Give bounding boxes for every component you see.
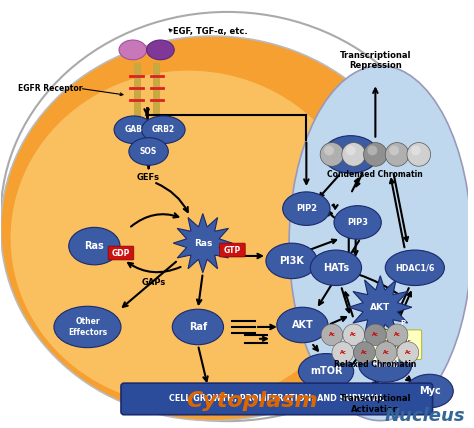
Ellipse shape: [69, 227, 120, 265]
Text: Transcriptional
Repression: Transcriptional Repression: [340, 51, 411, 71]
Text: P: P: [401, 320, 406, 326]
Polygon shape: [173, 214, 232, 273]
Text: Other
Effectors: Other Effectors: [68, 317, 107, 337]
Text: Ac: Ac: [372, 333, 379, 337]
Text: PIP2: PIP2: [296, 204, 317, 213]
FancyBboxPatch shape: [366, 330, 422, 360]
Text: PIP3: PIP3: [347, 218, 368, 227]
Ellipse shape: [119, 40, 146, 60]
Circle shape: [397, 342, 419, 363]
FancyBboxPatch shape: [121, 383, 433, 415]
Text: HATs: HATs: [323, 263, 349, 273]
Text: Angiogenic
States: Angiogenic States: [377, 339, 411, 350]
Circle shape: [367, 146, 377, 155]
Ellipse shape: [146, 40, 174, 60]
Circle shape: [389, 146, 399, 155]
Text: GEFs: GEFs: [137, 172, 160, 181]
Ellipse shape: [266, 243, 317, 279]
Text: Ras: Ras: [194, 239, 212, 248]
Text: Ras: Ras: [84, 241, 104, 251]
Circle shape: [407, 143, 430, 166]
Text: AKT: AKT: [370, 303, 391, 312]
Circle shape: [411, 146, 421, 155]
Ellipse shape: [310, 250, 362, 285]
Text: GDP: GDP: [112, 249, 130, 258]
Text: GRB2: GRB2: [152, 125, 175, 134]
Text: mTOR: mTOR: [310, 366, 342, 376]
Text: Ac: Ac: [361, 350, 368, 355]
Ellipse shape: [334, 206, 381, 239]
Circle shape: [342, 143, 365, 166]
Circle shape: [375, 342, 397, 363]
Text: AKT: AKT: [292, 320, 313, 330]
Text: Ac: Ac: [394, 333, 401, 337]
Ellipse shape: [406, 374, 453, 408]
Ellipse shape: [359, 347, 412, 382]
Text: RhoB: RhoB: [371, 360, 400, 369]
Text: EGF, TGF-α, etc.: EGF, TGF-α, etc.: [173, 27, 248, 36]
Text: Raf: Raf: [189, 322, 207, 332]
Ellipse shape: [142, 116, 185, 143]
Text: Ac: Ac: [383, 350, 390, 355]
FancyBboxPatch shape: [108, 246, 134, 260]
Polygon shape: [349, 276, 412, 339]
Circle shape: [364, 143, 387, 166]
Text: Ac: Ac: [405, 350, 411, 355]
Ellipse shape: [323, 136, 378, 173]
Text: Myc: Myc: [419, 386, 440, 396]
Text: Ac: Ac: [350, 333, 357, 337]
FancyBboxPatch shape: [219, 243, 245, 257]
Circle shape: [332, 342, 354, 363]
Text: HDAC1/6: HDAC1/6: [395, 263, 435, 272]
Ellipse shape: [54, 306, 121, 348]
Circle shape: [386, 324, 408, 346]
Circle shape: [320, 143, 344, 166]
Circle shape: [346, 146, 356, 155]
Ellipse shape: [289, 65, 472, 421]
Text: SOS: SOS: [140, 147, 157, 156]
Text: PI3K: PI3K: [279, 256, 304, 266]
Circle shape: [343, 324, 365, 346]
Circle shape: [324, 146, 334, 155]
Text: GAB: GAB: [125, 125, 143, 134]
Ellipse shape: [172, 309, 224, 345]
Circle shape: [385, 143, 409, 166]
Text: EGFR Receptor: EGFR Receptor: [18, 84, 83, 93]
Circle shape: [365, 324, 386, 346]
Ellipse shape: [277, 307, 328, 343]
Ellipse shape: [283, 192, 330, 226]
Text: Transcriptional
Activation: Transcriptional Activation: [340, 394, 411, 413]
Text: CELL GROWTH, PROLIFERATION, AND SURVIVAL: CELL GROWTH, PROLIFERATION, AND SURVIVAL: [169, 395, 384, 404]
Ellipse shape: [114, 116, 154, 143]
Ellipse shape: [299, 354, 354, 389]
Circle shape: [321, 324, 343, 346]
Text: GTP: GTP: [224, 246, 241, 255]
Text: Condensed Chromatin: Condensed Chromatin: [328, 169, 423, 178]
Ellipse shape: [0, 12, 454, 421]
Text: GAPs: GAPs: [141, 278, 165, 287]
Ellipse shape: [385, 250, 445, 285]
Ellipse shape: [129, 138, 168, 165]
Text: PTEN: PTEN: [337, 149, 365, 159]
Ellipse shape: [10, 71, 365, 406]
Circle shape: [354, 342, 375, 363]
Text: Ac: Ac: [339, 350, 346, 355]
Text: Cytoplasm: Cytoplasm: [186, 391, 318, 411]
Text: Nucleus: Nucleus: [384, 407, 465, 425]
Text: Ac: Ac: [328, 333, 335, 337]
Ellipse shape: [0, 36, 425, 421]
Text: Relaxed Chromatin: Relaxed Chromatin: [334, 360, 417, 369]
